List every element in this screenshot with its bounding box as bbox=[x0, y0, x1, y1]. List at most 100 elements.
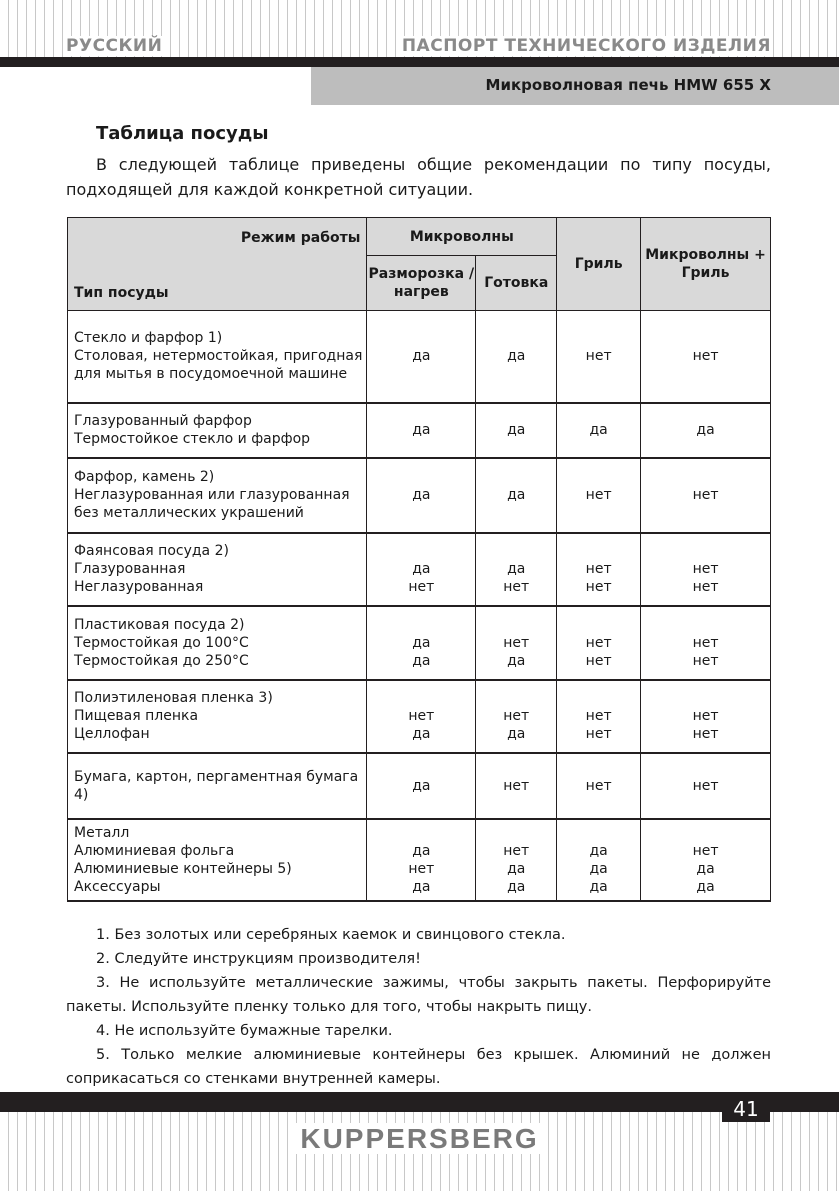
grill-header: Гриль bbox=[556, 217, 642, 311]
cell-line: да bbox=[507, 422, 526, 438]
cell-line: Термостойкое стекло и фарфор bbox=[74, 431, 311, 447]
combo-cell: нет bbox=[640, 310, 771, 404]
cell-line: нет bbox=[585, 652, 612, 669]
cell-line: Неглазурованная bbox=[74, 579, 204, 595]
cell-line bbox=[476, 616, 556, 634]
type-cell: Пластиковая посуда 2) Термостойкая до 100… bbox=[66, 605, 368, 681]
table-row: Металл Алюминиевая фольга Алюминиевые конт… bbox=[66, 818, 771, 902]
cell-line: нет bbox=[585, 708, 612, 724]
cook-cell: да bbox=[475, 402, 558, 459]
cook-cell: нет да да bbox=[475, 818, 558, 902]
page-number: 41 bbox=[722, 1092, 770, 1122]
defrost-cell: да да bbox=[366, 605, 477, 681]
cell-line bbox=[367, 824, 475, 842]
cell-line: нет bbox=[585, 634, 612, 651]
cell-line: да bbox=[507, 878, 526, 895]
grill-cell: нет нет bbox=[556, 532, 642, 607]
cell-line: Фаянсовая посуда 2) bbox=[74, 543, 229, 559]
type-cell: Полиэтиленовая пленка 3) Пищевая пленка Це… bbox=[66, 679, 368, 754]
cook-cell: нет bbox=[475, 752, 558, 820]
type-cell: Фарфор, камень 2) Неглазурованная или гла… bbox=[66, 457, 368, 534]
cell-line: Глазурованная bbox=[74, 561, 186, 577]
cell-line: нет bbox=[692, 777, 719, 794]
cell-line: да bbox=[412, 726, 431, 742]
defrost-cell: да bbox=[366, 457, 477, 534]
cell-line: Столовая, нетермостойкая, пригодная для … bbox=[74, 348, 363, 383]
footer-bar bbox=[0, 1092, 839, 1112]
cell-line: Металл bbox=[74, 824, 130, 841]
defrost-cell: да bbox=[366, 402, 477, 459]
cell-line: да bbox=[412, 842, 431, 859]
cell-line: Целлофан bbox=[74, 726, 150, 742]
cell-line bbox=[641, 616, 770, 634]
combo-cell: нет нет bbox=[640, 605, 771, 681]
cell-line: Аксессуары bbox=[74, 878, 161, 895]
footnote: 3. Не используйте металлические зажимы, … bbox=[66, 975, 771, 1015]
corner-header: Режим работы Тип посуды bbox=[66, 217, 368, 311]
grill-cell: нет bbox=[556, 457, 642, 534]
grill-cell: нет bbox=[556, 752, 642, 820]
cook-cell: нет да bbox=[475, 679, 558, 754]
cook-cell: да bbox=[475, 310, 558, 404]
cell-line: да bbox=[412, 634, 431, 651]
table-row: Фаянсовая посуда 2) Глазурованная Неглазур… bbox=[66, 532, 771, 607]
cell-line bbox=[641, 689, 770, 707]
cell-line: Неглазурованная или глазурованная без ме… bbox=[74, 487, 350, 521]
language-label: РУССКИЙ bbox=[66, 36, 166, 56]
cell-line bbox=[476, 542, 556, 560]
cell-line bbox=[476, 824, 556, 842]
cell-line bbox=[367, 616, 475, 634]
cell-line: нет bbox=[692, 842, 719, 859]
mode-label: Режим работы bbox=[240, 230, 361, 246]
microwaves-header: Микроволны bbox=[366, 217, 558, 256]
defrost-cell: да нет bbox=[366, 532, 477, 607]
cell-line bbox=[557, 824, 640, 842]
cell-line: нет bbox=[585, 348, 612, 365]
cell-line: Пищевая пленка bbox=[74, 708, 199, 724]
cell-line bbox=[476, 689, 556, 707]
cell-line: да bbox=[412, 348, 431, 365]
cell-line: да bbox=[507, 487, 526, 503]
defrost-cell: да нет да bbox=[366, 818, 477, 902]
cell-line: да bbox=[507, 860, 526, 877]
combo-cell: нет нет bbox=[640, 679, 771, 754]
cell-line: Глазурованный фарфор bbox=[74, 413, 252, 429]
cell-line: Термостойкая до 250°C bbox=[74, 652, 249, 669]
cell-line: нет bbox=[692, 487, 719, 503]
cell-line bbox=[367, 542, 475, 560]
type-cell: Металл Алюминиевая фольга Алюминиевые конт… bbox=[66, 818, 368, 902]
cell-line: нет bbox=[692, 348, 719, 365]
cell-line: нет bbox=[585, 561, 612, 577]
defrost-cell: нет да bbox=[366, 679, 477, 754]
type-cell: Глазурованный фарфор Термостойкое стекло … bbox=[66, 402, 368, 459]
cell-line: нет bbox=[585, 777, 612, 794]
intro-paragraph: В следующей таблице приведены общие реко… bbox=[66, 155, 771, 199]
combo-cell: нет да да bbox=[640, 818, 771, 902]
grill-cell: да bbox=[556, 402, 642, 459]
cell-line bbox=[557, 689, 640, 707]
type-cell: Фаянсовая посуда 2) Глазурованная Неглазур… bbox=[66, 532, 368, 607]
cell-line: нет bbox=[408, 708, 435, 724]
model-banner: Микроволновая печь HMW 655 X bbox=[311, 67, 839, 105]
table-row: Фарфор, камень 2) Неглазурованная или гла… bbox=[66, 457, 771, 534]
cook-cell: да нет bbox=[475, 532, 558, 607]
cell-line: нет bbox=[585, 726, 612, 742]
type-label: Тип посуды bbox=[74, 285, 169, 301]
grill-cell: да да да bbox=[556, 818, 642, 902]
grill-cell: нет bbox=[556, 310, 642, 404]
combo-cell: да bbox=[640, 402, 771, 459]
type-cell: Бумага, картон, пергаментная бумага 4) bbox=[66, 752, 368, 820]
table-row: Бумага, картон, пергаментная бумага 4) да… bbox=[66, 752, 771, 820]
cell-line: да bbox=[589, 878, 608, 895]
cell-line: Фарфор, камень 2) bbox=[74, 469, 215, 485]
cell-line bbox=[641, 542, 770, 560]
brand-text: KUPPERSBERG bbox=[296, 1123, 543, 1154]
cell-line: да bbox=[589, 842, 608, 859]
type-cell: Стекло и фарфор 1) Столовая, нетермостойк… bbox=[66, 310, 368, 404]
model-title: Микроволновая печь HMW 655 X bbox=[485, 76, 771, 94]
combo-cell: нет bbox=[640, 752, 771, 820]
cell-line: да bbox=[412, 777, 431, 794]
cell-line: нет bbox=[408, 579, 435, 595]
cook-cell: да bbox=[475, 457, 558, 534]
defrost-header: Размороз­ка / нагрев bbox=[366, 255, 477, 311]
